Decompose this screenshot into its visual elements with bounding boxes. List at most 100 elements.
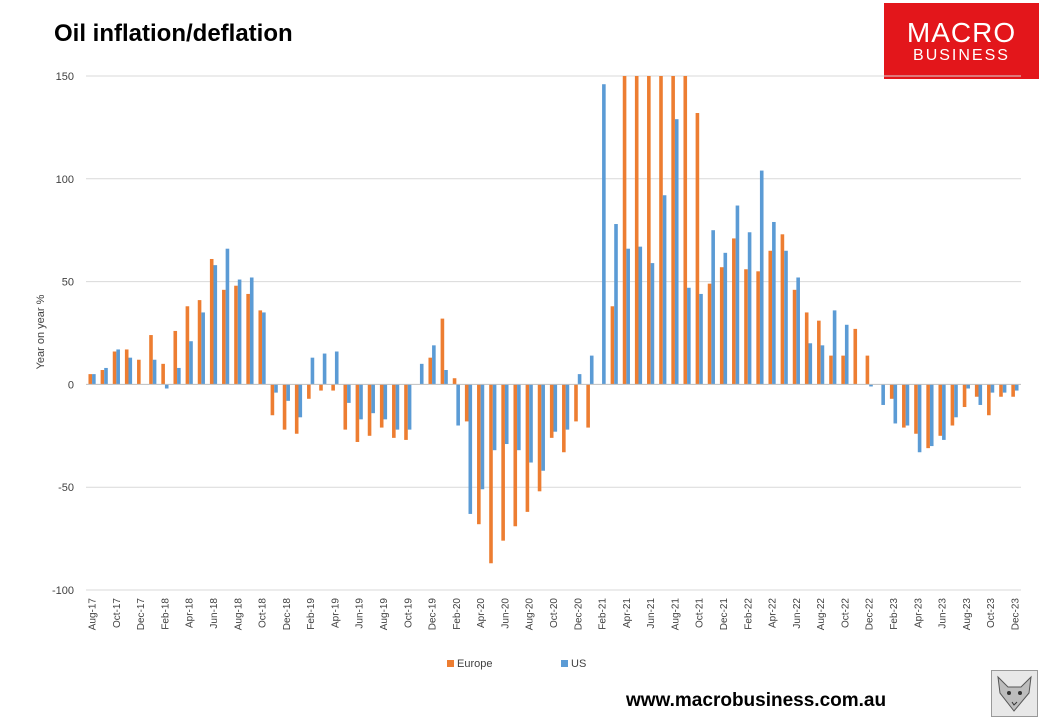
bar-europe bbox=[695, 113, 700, 385]
bar-us bbox=[92, 374, 96, 385]
bar-us bbox=[553, 384, 558, 432]
x-tick-label: Dec-18 bbox=[282, 598, 293, 631]
bar-us bbox=[347, 384, 351, 403]
y-tick-label: -50 bbox=[58, 482, 74, 494]
bar-us bbox=[213, 265, 218, 385]
bar-us bbox=[177, 367, 181, 385]
bar-us bbox=[589, 355, 594, 385]
bar-us bbox=[201, 312, 205, 385]
bar-us bbox=[784, 250, 788, 385]
bar-europe bbox=[647, 76, 651, 385]
bar-europe bbox=[282, 384, 287, 430]
x-tick-label: Apr-19 bbox=[330, 598, 341, 628]
bar-europe bbox=[137, 359, 141, 385]
bar-us bbox=[128, 357, 133, 385]
bar-europe bbox=[902, 384, 906, 428]
x-tick-label: Jun-22 bbox=[792, 598, 803, 629]
bar-us bbox=[310, 357, 315, 385]
bar-us bbox=[602, 84, 606, 385]
y-tick-label: 150 bbox=[56, 71, 74, 83]
bar-us bbox=[626, 248, 630, 385]
bar-us bbox=[104, 367, 108, 385]
bar-us bbox=[747, 232, 752, 385]
bar-us bbox=[893, 384, 898, 424]
bar-europe bbox=[768, 250, 773, 385]
bar-europe bbox=[914, 384, 918, 434]
x-tick-label: Aug-18 bbox=[233, 598, 244, 631]
legend: Europe US bbox=[447, 658, 586, 670]
bar-europe bbox=[574, 384, 578, 422]
x-tick-label: Apr-23 bbox=[913, 598, 924, 628]
bar-europe bbox=[294, 384, 299, 434]
bar-us bbox=[407, 384, 412, 430]
x-tick-label: Dec-17 bbox=[136, 598, 147, 631]
bar-europe bbox=[671, 76, 675, 385]
bar-us bbox=[772, 221, 776, 385]
x-tick-label: Dec-19 bbox=[428, 598, 439, 631]
x-tick-label: Jun-20 bbox=[500, 598, 511, 629]
bar-europe bbox=[258, 310, 263, 385]
bar-us bbox=[322, 353, 327, 385]
legend-label-europe: Europe bbox=[457, 658, 492, 670]
bar-europe bbox=[477, 384, 481, 525]
x-tick-label: Feb-23 bbox=[889, 598, 900, 630]
bar-europe bbox=[367, 384, 372, 436]
y-axis-label: Year on year % bbox=[35, 294, 47, 369]
bar-us bbox=[334, 351, 339, 385]
bar-europe bbox=[319, 384, 323, 391]
bar-us bbox=[929, 384, 934, 447]
x-tick-label: Oct-17 bbox=[112, 598, 123, 628]
x-tick-label: Jun-21 bbox=[646, 598, 657, 629]
chart-title: Oil inflation/deflation bbox=[54, 20, 293, 47]
bar-us bbox=[577, 374, 582, 385]
bar-europe bbox=[100, 370, 105, 385]
bar-us bbox=[820, 345, 825, 385]
bar-us bbox=[164, 384, 169, 389]
bar-us bbox=[711, 230, 715, 385]
bar-us bbox=[565, 384, 570, 430]
bar-us bbox=[383, 384, 388, 420]
bar-europe bbox=[452, 378, 457, 385]
bar-us bbox=[432, 345, 436, 385]
bar-us bbox=[917, 384, 922, 453]
x-tick-label: Oct-23 bbox=[986, 598, 997, 628]
bar-us bbox=[808, 343, 813, 385]
bar-us bbox=[492, 384, 497, 451]
bar-europe bbox=[974, 384, 979, 397]
bar-us bbox=[699, 293, 703, 385]
bar-us bbox=[1002, 384, 1007, 393]
bar-europe bbox=[926, 384, 930, 449]
bar-us bbox=[881, 384, 885, 405]
bar-us bbox=[614, 224, 618, 385]
bar-us bbox=[419, 363, 424, 385]
x-tick-label: Apr-22 bbox=[768, 598, 779, 628]
bar-europe bbox=[586, 384, 590, 428]
bar-europe bbox=[501, 384, 505, 541]
x-tick-label: Oct-19 bbox=[403, 598, 414, 628]
bar-europe bbox=[270, 384, 275, 416]
bar-us bbox=[395, 384, 400, 430]
x-tick-label: Aug-23 bbox=[962, 598, 973, 631]
bar-us bbox=[468, 384, 473, 514]
bar-europe bbox=[209, 258, 214, 385]
bar-europe bbox=[185, 306, 190, 385]
bar-us bbox=[541, 384, 545, 471]
logo-line-1: MACRO bbox=[906, 17, 1017, 48]
bar-europe bbox=[792, 289, 797, 385]
bar-europe bbox=[804, 312, 809, 385]
bar-europe bbox=[841, 355, 845, 385]
bar-us bbox=[687, 287, 691, 385]
bar-europe bbox=[962, 384, 967, 408]
bar-europe bbox=[780, 234, 785, 385]
y-tick-label: 100 bbox=[56, 174, 74, 186]
bar-europe bbox=[246, 293, 250, 385]
x-tick-label: Aug-19 bbox=[379, 598, 390, 631]
logo-line-2: BUSINESS bbox=[913, 47, 1010, 64]
bar-us bbox=[237, 279, 242, 385]
bar-europe bbox=[343, 384, 348, 430]
bar-us bbox=[990, 384, 995, 393]
bar-us bbox=[844, 324, 849, 385]
x-tick-label: Jun-23 bbox=[938, 598, 949, 629]
bar-us bbox=[480, 384, 485, 490]
